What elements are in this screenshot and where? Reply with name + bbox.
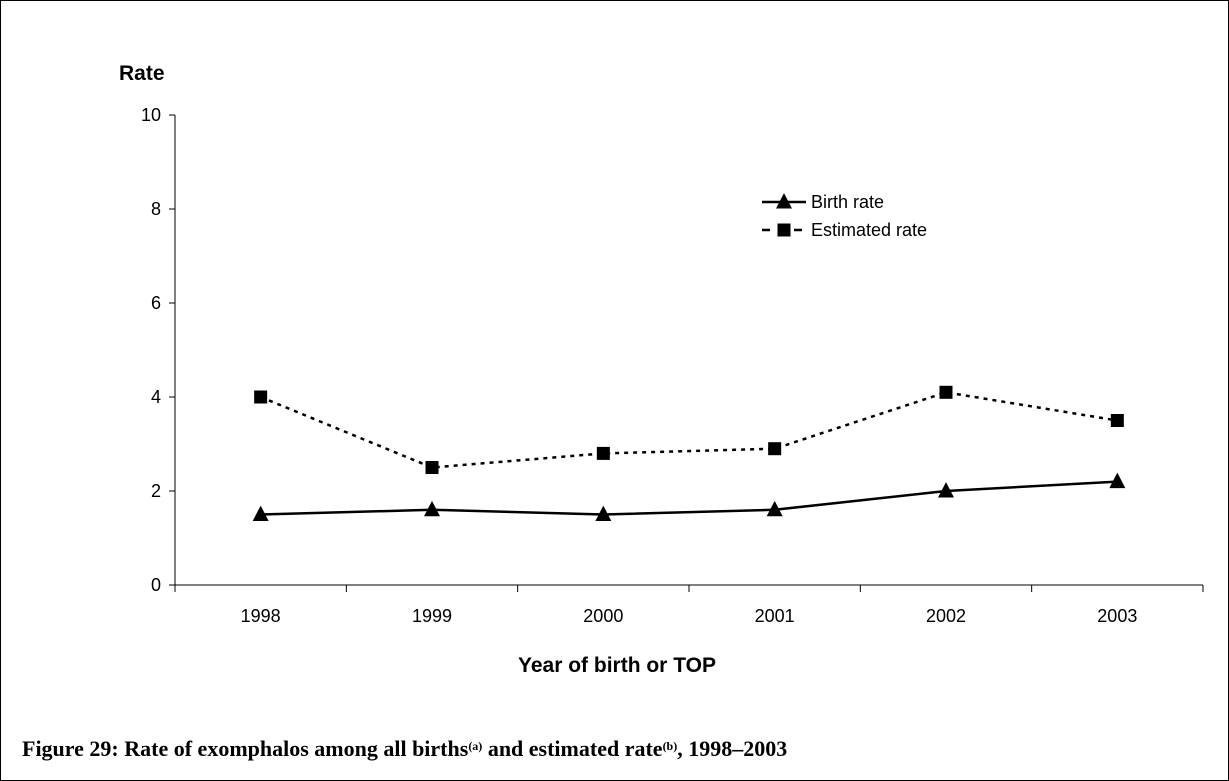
- caption-text-1: Figure 29: Rate of exomphalos among all …: [22, 736, 469, 761]
- legend: Birth rate Estimated rate: [762, 192, 927, 240]
- data-point-birth-rate: [424, 500, 440, 517]
- y-tick-label: 10: [141, 105, 161, 125]
- data-point-estimated-rate: [254, 390, 268, 404]
- caption-text-3: , 1998–2003: [677, 736, 788, 761]
- data-point-birth-rate: [1109, 472, 1126, 489]
- axes: 0 2 4 6 8 10 1998 1999 2000 2001 2002 2003: [141, 105, 1204, 626]
- caption-text-2: and estimated rate: [482, 736, 663, 761]
- legend-marker-birth-rate: [776, 193, 792, 209]
- x-tick-label: 2001: [755, 606, 795, 626]
- y-tick-label: 6: [151, 293, 161, 313]
- x-tick-label: 1998: [241, 606, 281, 626]
- series-estimated-rate: [254, 385, 1124, 474]
- figure-caption: Figure 29: Rate of exomphalos among all …: [22, 736, 787, 762]
- y-axis-title: Rate: [119, 62, 165, 85]
- series-line-birth-rate: [260, 480, 1118, 516]
- data-point-birth-rate: [595, 505, 612, 521]
- data-point-birth-rate: [252, 505, 269, 521]
- legend-marker-estimated-rate: [777, 223, 791, 237]
- y-tick-label: 8: [151, 199, 161, 219]
- series-layer: [252, 385, 1126, 521]
- y-tick-label: 4: [151, 387, 161, 407]
- data-point-birth-rate: [766, 500, 783, 517]
- series-birth-rate: [252, 472, 1126, 521]
- data-point-estimated-rate: [939, 385, 953, 399]
- legend-label-birth-rate: Birth rate: [811, 192, 884, 212]
- caption-footnote-a: (a): [468, 739, 483, 753]
- x-tick-label: 2000: [583, 606, 623, 626]
- data-point-estimated-rate: [1110, 414, 1124, 427]
- data-point-birth-rate: [938, 482, 954, 498]
- x-tick-label: 2002: [926, 606, 966, 626]
- x-axis-title: Year of birth or TOP: [518, 654, 716, 677]
- data-point-estimated-rate: [425, 461, 439, 474]
- caption-footnote-b: (b): [662, 739, 678, 753]
- y-tick-label: 0: [151, 575, 161, 595]
- y-tick-label: 2: [151, 481, 161, 501]
- series-line-estimated-rate: [260, 391, 1118, 469]
- legend-label-estimated-rate: Estimated rate: [811, 220, 927, 240]
- data-point-estimated-rate: [596, 446, 610, 460]
- data-point-estimated-rate: [768, 442, 782, 456]
- x-tick-label: 1999: [412, 606, 452, 626]
- x-tick-label: 2003: [1097, 606, 1137, 626]
